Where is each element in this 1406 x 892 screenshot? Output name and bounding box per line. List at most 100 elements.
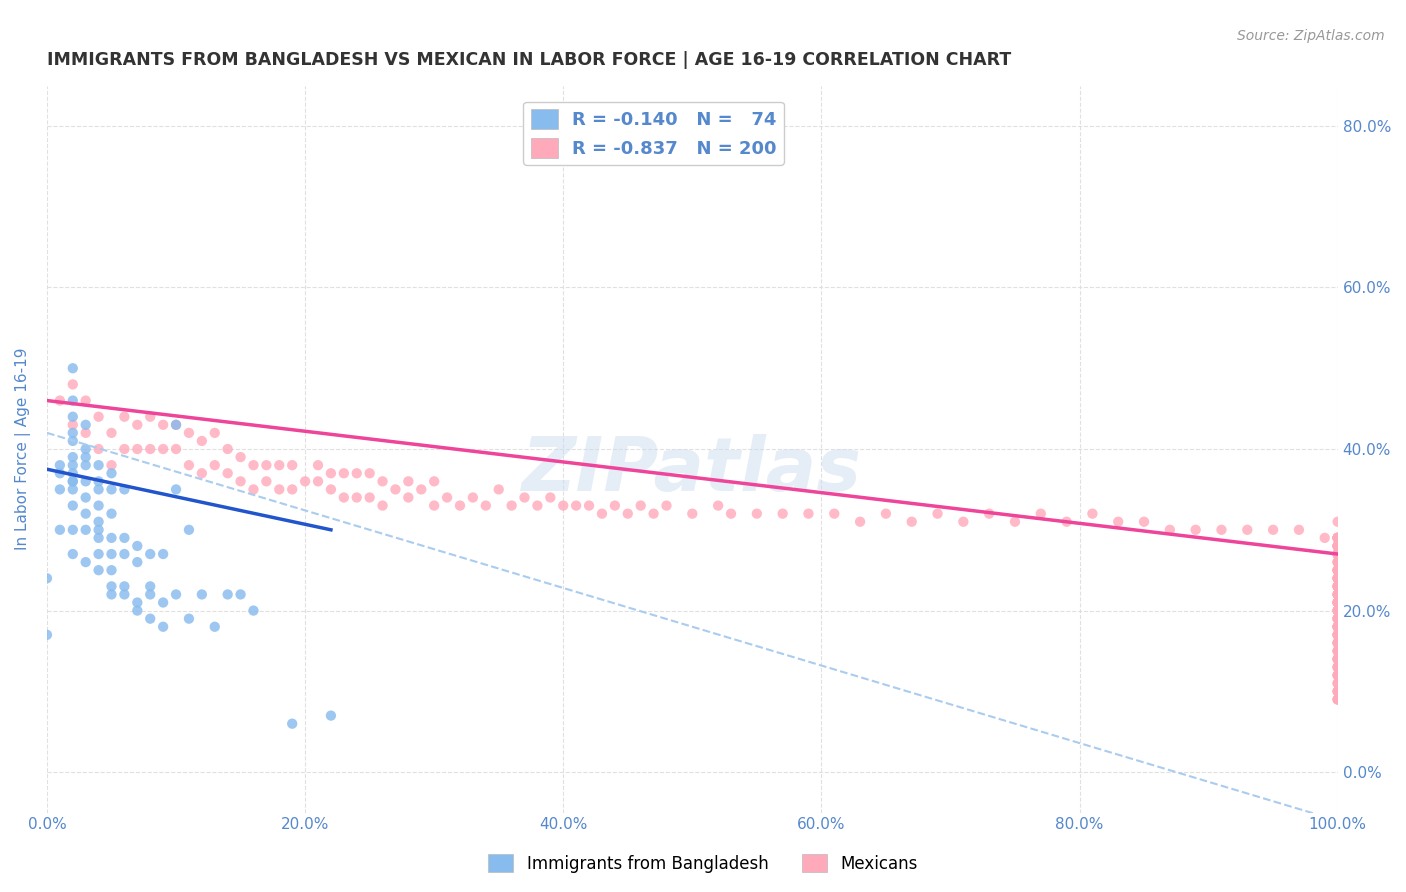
Point (1326, 555, 1348, 569)
Point (1326, 644, 1348, 658)
Point (100, 547, 122, 561)
Point (1326, 595, 1348, 609)
Point (152, 547, 174, 561)
Point (1133, 515, 1156, 529)
Point (720, 507, 742, 521)
Point (1326, 676, 1348, 690)
Text: IMMIGRANTS FROM BANGLADESH VS MEXICAN IN LABOR FORCE | AGE 16-19 CORRELATION CHA: IMMIGRANTS FROM BANGLADESH VS MEXICAN IN… (46, 51, 1011, 69)
Point (1326, 595, 1348, 609)
Point (1107, 515, 1129, 529)
Point (127, 595, 149, 609)
Point (461, 491, 484, 505)
Point (1326, 660, 1348, 674)
Point (191, 434, 214, 448)
Point (952, 515, 974, 529)
Point (1326, 571, 1348, 585)
Point (1326, 668, 1348, 682)
Point (1236, 523, 1258, 537)
Point (849, 515, 872, 529)
Legend: R = -0.140   N =   74, R = -0.837   N = 200: R = -0.140 N = 74, R = -0.837 N = 200 (523, 102, 783, 165)
Point (1326, 668, 1348, 682)
Point (204, 458, 226, 473)
Point (100, 531, 122, 545)
Point (1326, 563, 1348, 577)
Point (177, 612, 200, 626)
Point (1326, 620, 1348, 634)
Point (49, 467, 72, 481)
Point (139, 612, 162, 626)
Point (100, 563, 122, 577)
Point (62, 409, 84, 424)
Point (1211, 523, 1233, 537)
Point (1326, 628, 1348, 642)
Point (112, 579, 135, 593)
Point (1326, 595, 1348, 609)
Point (591, 507, 613, 521)
Text: ZIPatlas: ZIPatlas (522, 434, 862, 508)
Point (177, 523, 200, 537)
Point (87, 475, 110, 489)
Point (1326, 636, 1348, 650)
Point (1326, 539, 1348, 553)
Point (62, 483, 84, 497)
Point (1326, 604, 1348, 618)
Point (217, 467, 239, 481)
Point (100, 425, 122, 440)
Point (165, 417, 187, 432)
Point (875, 507, 897, 521)
Point (152, 442, 174, 456)
Point (1326, 676, 1348, 690)
Point (152, 595, 174, 609)
Point (75, 393, 97, 408)
Point (681, 507, 703, 521)
Point (643, 507, 665, 521)
Point (900, 515, 922, 529)
Point (1326, 571, 1348, 585)
Point (384, 483, 406, 497)
Point (152, 620, 174, 634)
Point (745, 507, 768, 521)
Point (62, 377, 84, 392)
Point (1326, 587, 1348, 601)
Point (1326, 684, 1348, 698)
Point (1326, 684, 1348, 698)
Point (359, 467, 381, 481)
Point (49, 458, 72, 473)
Point (62, 417, 84, 432)
Point (616, 507, 638, 521)
Point (229, 450, 252, 464)
Point (423, 475, 446, 489)
Point (112, 442, 135, 456)
Point (1326, 604, 1348, 618)
Point (281, 483, 304, 497)
Point (1326, 652, 1348, 666)
Point (1326, 563, 1348, 577)
Point (1326, 547, 1348, 561)
Point (1326, 612, 1348, 626)
Point (100, 587, 122, 601)
Point (35, 571, 58, 585)
Point (1326, 563, 1348, 577)
Point (75, 555, 97, 569)
Point (49, 393, 72, 408)
Point (1326, 652, 1348, 666)
Point (1326, 531, 1348, 545)
Point (1326, 515, 1348, 529)
Point (538, 491, 561, 505)
Point (396, 491, 419, 505)
Point (1326, 668, 1348, 682)
Point (204, 620, 226, 634)
Point (1326, 531, 1348, 545)
Point (191, 467, 214, 481)
Point (62, 475, 84, 489)
Point (87, 442, 110, 456)
Point (1326, 539, 1348, 553)
Point (1081, 507, 1104, 521)
Point (1326, 692, 1348, 706)
Point (1326, 660, 1348, 674)
Point (1326, 587, 1348, 601)
Point (707, 499, 730, 513)
Point (1326, 547, 1348, 561)
Point (217, 442, 239, 456)
Point (75, 417, 97, 432)
